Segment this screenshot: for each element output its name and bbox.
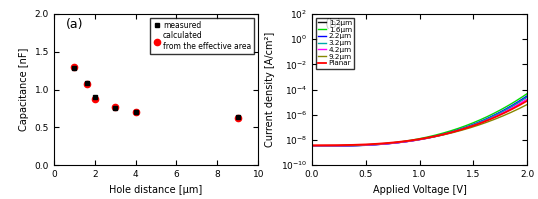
Planar — [335, 144, 341, 146]
calculated
from the effective area — [112, 106, 118, 108]
4.2μm — [309, 145, 315, 147]
3.2μm — [444, 132, 451, 134]
4.2μm — [465, 126, 472, 129]
Planar — [465, 126, 472, 129]
Planar — [464, 127, 471, 129]
Text: (a): (a) — [66, 19, 83, 31]
4.2μm — [464, 127, 471, 129]
Planar — [524, 100, 530, 102]
measured — [112, 107, 118, 110]
9.2μm — [444, 133, 451, 135]
Planar — [309, 144, 315, 146]
Planar — [394, 141, 400, 143]
2.2μm — [379, 143, 385, 145]
9.2μm — [309, 144, 315, 147]
calculated
from the effective area — [235, 117, 241, 119]
2.2μm — [524, 95, 530, 97]
calculated
from the effective area — [132, 111, 139, 113]
Line: 4.2μm: 4.2μm — [312, 99, 527, 146]
3.2μm — [394, 141, 400, 144]
1.2μm — [394, 141, 400, 144]
Line: 1.6μm: 1.6μm — [312, 94, 527, 146]
2.2μm — [465, 125, 472, 127]
9.2μm — [524, 103, 530, 106]
1.6μm — [444, 131, 451, 133]
1.2μm — [335, 144, 341, 147]
1.2μm — [309, 144, 315, 147]
Y-axis label: Capacitance [nF]: Capacitance [nF] — [19, 48, 29, 131]
2.2μm — [464, 125, 471, 128]
calculated
from the effective area — [91, 98, 98, 100]
4.2μm — [524, 98, 530, 100]
Line: 9.2μm: 9.2μm — [312, 104, 527, 146]
1.6μm — [464, 124, 471, 126]
3.2μm — [464, 126, 471, 128]
1.2μm — [444, 132, 451, 135]
9.2μm — [335, 144, 341, 147]
calculated
from the effective area — [83, 83, 90, 85]
measured — [132, 111, 139, 113]
9.2μm — [464, 127, 471, 130]
X-axis label: Hole distance [μm]: Hole distance [μm] — [109, 185, 203, 195]
Legend: measured, calculated
from the effective area: measured, calculated from the effective … — [150, 18, 254, 54]
3.2μm — [335, 145, 341, 147]
Line: 3.2μm: 3.2μm — [312, 97, 527, 146]
1.2μm — [379, 143, 385, 145]
Line: 1.2μm: 1.2μm — [312, 97, 527, 146]
1.6μm — [465, 123, 472, 126]
X-axis label: Applied Voltage [V]: Applied Voltage [V] — [373, 185, 466, 195]
9.2μm — [394, 141, 400, 143]
4.2μm — [394, 142, 400, 144]
1.6μm — [309, 145, 315, 147]
measured — [91, 96, 98, 98]
3.2μm — [309, 145, 315, 147]
Line: 2.2μm: 2.2μm — [312, 96, 527, 146]
calculated
from the effective area — [71, 66, 77, 68]
Planar — [379, 142, 385, 145]
Line: calculated
from the effective area: calculated from the effective area — [71, 64, 241, 121]
Text: (b): (b) — [325, 19, 343, 31]
1.2μm — [465, 126, 472, 128]
4.2μm — [444, 133, 451, 135]
9.2μm — [379, 142, 385, 145]
3.2μm — [465, 125, 472, 128]
Line: measured: measured — [72, 66, 240, 119]
4.2μm — [379, 143, 385, 145]
4.2μm — [335, 145, 341, 147]
1.2μm — [464, 126, 471, 128]
2.2μm — [394, 141, 400, 144]
1.2μm — [524, 95, 530, 98]
9.2μm — [465, 127, 472, 130]
1.6μm — [524, 92, 530, 95]
measured — [83, 82, 90, 84]
Y-axis label: Current density [A/cm²]: Current density [A/cm²] — [265, 32, 275, 147]
3.2μm — [524, 96, 530, 98]
measured — [71, 67, 77, 70]
3.2μm — [379, 143, 385, 145]
2.2μm — [335, 145, 341, 147]
2.2μm — [444, 132, 451, 134]
Legend: 1.2μm, 1.6μm, 2.2μm, 3.2μm, 4.2μm, 9.2μm, Planar: 1.2μm, 1.6μm, 2.2μm, 3.2μm, 4.2μm, 9.2μm… — [316, 18, 354, 69]
Planar — [444, 132, 451, 135]
1.6μm — [379, 143, 385, 145]
2.2μm — [309, 145, 315, 147]
1.6μm — [335, 145, 341, 147]
measured — [235, 116, 241, 118]
1.6μm — [394, 141, 400, 143]
Line: Planar: Planar — [312, 101, 527, 145]
